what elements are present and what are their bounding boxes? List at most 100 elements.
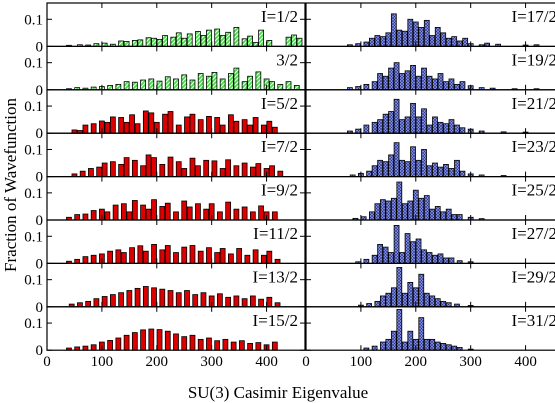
bar-1-12 [164,76,171,91]
bar-7-7 [123,334,130,351]
bar-14-11 [423,292,430,308]
panel-label-2: I=5/2 [261,94,298,113]
bar-5-27 [274,258,281,264]
bar-14-8 [407,281,414,308]
bar-5-1 [74,258,81,264]
bar-3-15 [181,168,188,178]
bar-13-9 [410,241,416,264]
bar-2-7 [118,117,124,134]
bar-6-19 [225,296,232,308]
bar-2-20 [206,115,212,134]
bar-4-14 [164,202,171,221]
bar-8-9 [401,30,408,47]
bar-15-13 [440,343,447,351]
bar-1-27 [277,83,284,91]
y-tick-label-3-0: 0 [36,170,44,186]
bar-7-21 [238,340,245,351]
y-tick-label-3-1: 0.1 [24,142,43,158]
bar-3-14 [175,161,182,177]
bar-15-9 [418,317,425,351]
bar-2-22 [219,124,226,134]
bar-0-28 [258,29,264,47]
panel-label-3: I=7/2 [261,137,298,156]
bar-14-14 [440,300,447,308]
bar-1-22 [241,81,248,91]
panel-label-6: I=13/2 [253,267,298,286]
bar-4-3 [90,210,97,221]
bar-7-10 [148,328,155,351]
bar-8-8 [396,29,403,47]
bar-6-7 [126,290,133,308]
bar-13-14 [437,253,444,264]
bar-3-28 [277,170,284,177]
bar-0-15 [175,32,182,47]
bar-0-18 [195,31,201,47]
bar-9-9 [404,70,411,91]
bar-2-12 [148,112,155,134]
bar-9-16 [443,81,449,91]
panel-6: 0 0.1 I=13/2 [24,262,306,316]
bar-5-26 [266,250,273,264]
bar-4-10 [140,204,146,221]
bar-1-28 [285,81,292,91]
panel-label-4: I=9/2 [261,181,298,200]
bar-2-14 [162,113,168,134]
panel-1: 0 0.1 3/2 [24,45,306,99]
bar-2-29 [266,120,273,134]
bar-15-4 [390,330,397,351]
bar-5-12 [159,249,166,264]
bar-5-10 [142,250,149,264]
bar-2-5 [104,121,111,134]
x-tick-label-0-4: 400 [255,354,278,370]
bar-11-11 [415,159,422,178]
bar-15-7 [407,330,414,351]
bar-6-16 [200,292,207,308]
bar-8-16 [440,32,447,47]
y-tick-label-5-0: 0 [36,256,44,272]
panel-15: I=31/2 [305,306,555,351]
bar-6-15 [192,294,199,308]
bar-1-18 [211,72,218,91]
bar-14-3 [379,295,386,308]
bar-8-5 [379,36,386,47]
y-tick-label-1-0: 0 [36,83,44,99]
bar-10-14 [432,116,438,134]
panel-label-5: I=11/2 [253,224,298,243]
bar-0-9 [137,39,144,47]
bar-2-19 [197,119,204,134]
bar-7-17 [206,337,212,351]
bar-12-6 [390,197,397,221]
panel-frame-7 [46,306,306,351]
bar-8-19 [456,40,463,47]
bar-3-8 [131,159,138,178]
bar-12-16 [445,208,452,221]
bar-12-5 [385,200,392,221]
bar-12-15 [440,211,447,221]
x-tick-label-0-0: 0 [43,354,51,370]
bar-2-18 [189,113,196,134]
bar-3-21 [225,159,232,177]
bar-2-27 [252,117,259,134]
bar-13-3 [377,244,383,264]
bar-12-18 [456,214,463,221]
bar-6-25 [274,302,281,308]
bar-3-10 [145,154,152,177]
x-tick-label-1-2: 200 [405,354,428,370]
bar-2-26 [247,124,253,134]
bar-10-8 [399,119,405,134]
bar-13-5 [388,252,394,264]
bar-11-4 [377,159,383,178]
bar-0-16 [181,37,188,47]
bar-3-6 [118,163,124,177]
panel-label-15: I=31/2 [512,311,555,330]
bar-1-14 [181,74,188,91]
bar-4-24 [241,206,248,221]
bar-5-9 [137,245,144,264]
bar-9-19 [459,81,466,91]
bar-15-3 [385,338,392,351]
bar-9-12 [421,67,427,91]
bar-3-17 [195,165,201,178]
panels-layer: 00.1 I=1/200.1 3/200.1 I=5/200.1 I=7/200.1 I=… [24,2,555,359]
bar-7-2 [82,345,89,351]
bar-8-6 [385,32,392,47]
